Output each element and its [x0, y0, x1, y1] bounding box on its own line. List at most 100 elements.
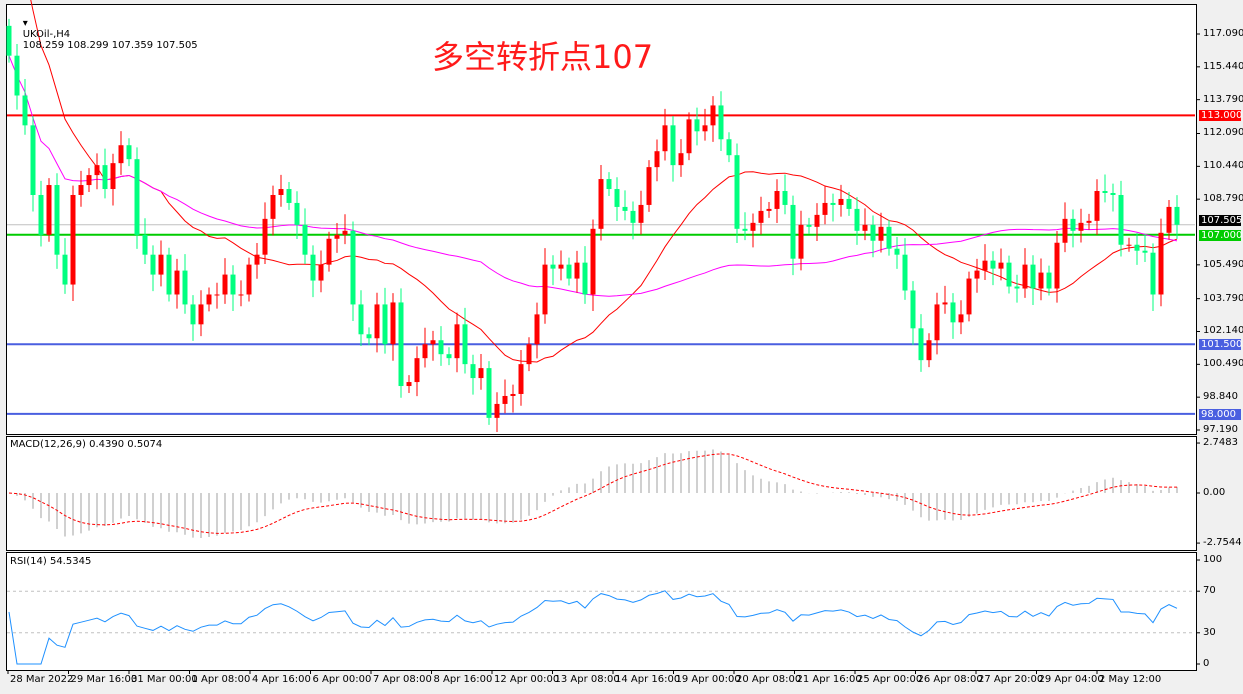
macd-panel[interactable]	[6, 436, 1197, 551]
candle-bull	[998, 262, 1004, 269]
candle-bear	[614, 189, 620, 207]
ohlc-readout: 108.259 108.299 107.359 107.505	[22, 40, 198, 51]
candle-bear	[438, 340, 444, 355]
candle-bull	[526, 344, 532, 365]
candle-bull	[1062, 218, 1068, 243]
candle-bear	[398, 302, 404, 387]
price-tick-label: 103.790	[1203, 292, 1243, 304]
candle-bear	[694, 119, 700, 132]
candle-bear	[182, 270, 188, 305]
candle-bear	[622, 206, 628, 211]
candle-bear	[310, 254, 316, 281]
candle-bear	[1110, 192, 1116, 195]
time-tick-label: 26 Apr 08:00	[917, 674, 983, 685]
candle-bull	[318, 264, 324, 281]
candle-bear	[854, 208, 860, 231]
candle-bear	[62, 254, 68, 285]
candle-bull	[254, 254, 260, 265]
candle-bull	[710, 105, 716, 126]
candle-bear	[782, 191, 788, 205]
candle-bear	[950, 302, 956, 323]
time-tick-label: 19 Apr 00:00	[675, 674, 741, 685]
candle-bull	[518, 364, 524, 394]
candle-bear	[1118, 194, 1124, 245]
candle-bull	[86, 175, 92, 186]
candle-bull	[326, 238, 332, 265]
candle-bull	[774, 191, 780, 209]
candle-bull	[422, 344, 428, 359]
candle-bull	[262, 218, 268, 255]
candle-bear	[846, 198, 852, 209]
candle-bull	[174, 270, 180, 295]
time-tick-label: 21 Apr 16:00	[796, 674, 862, 685]
candle-bull	[46, 185, 52, 235]
time-tick-label: 12 Apr 00:00	[494, 674, 560, 685]
candle-bull	[822, 202, 828, 215]
candle-bear	[902, 254, 908, 291]
rsi-tick-label: 100	[1203, 554, 1223, 565]
time-tick-label: 14 Apr 16:00	[615, 674, 681, 685]
time-tick-label: 28 Mar 2022	[10, 674, 74, 685]
candle-bear	[486, 368, 492, 418]
candle-bear	[790, 204, 796, 259]
candle-bull	[558, 264, 564, 269]
candle-bear	[38, 194, 44, 235]
price-tick-label: 97.190	[1203, 424, 1238, 435]
time-tick-label: 20 Apr 08:00	[736, 674, 802, 685]
candle-bear	[1006, 262, 1012, 287]
candle-bull	[414, 358, 420, 383]
candle-bull	[662, 125, 668, 152]
annotation-text: 多空转折点107	[432, 38, 654, 76]
price-tick-label: 115.440	[1203, 60, 1243, 72]
candle-bull	[430, 340, 436, 345]
rsi-header: RSI(14) 54.5345	[10, 556, 92, 567]
time-tick-label: 2 May 12:00	[1099, 674, 1162, 685]
candle-bull	[982, 260, 988, 271]
candle-bear	[918, 328, 924, 361]
candle-bear	[14, 55, 20, 96]
candle-bull	[246, 264, 252, 295]
candle-bull	[1166, 206, 1172, 233]
candle-bear	[166, 254, 172, 295]
candle-bear	[910, 290, 916, 329]
time-tick-label: 7 Apr 08:00	[373, 674, 432, 685]
candle-bull	[478, 368, 484, 379]
candle-bull	[638, 204, 644, 223]
macd-tick-label: 0.00	[1203, 487, 1226, 498]
dropdown-triangle-icon[interactable]: ▾	[22, 18, 28, 29]
price-tick-label: 100.490	[1203, 358, 1243, 370]
candle-bear	[302, 224, 308, 255]
candle-bear	[190, 304, 196, 325]
candle-bull	[934, 304, 940, 341]
level-tag: 98.000	[1199, 408, 1241, 420]
candle-bear	[22, 95, 28, 126]
candle-bull	[110, 163, 116, 190]
candle-bull	[510, 393, 516, 396]
candle-bull	[406, 382, 412, 387]
candle-bear	[350, 230, 356, 305]
candle-bull	[334, 234, 340, 239]
candle-bear	[606, 179, 612, 190]
time-tick-label: 29 Apr 04:00	[1038, 674, 1104, 685]
candle-bull	[118, 145, 124, 164]
time-tick-label: 6 Apr 00:00	[312, 674, 372, 685]
candle-bull	[206, 294, 212, 305]
candle-bear	[806, 224, 812, 227]
candle-bull	[574, 262, 580, 279]
time-tick-label: 29 Mar 16:00	[70, 674, 138, 685]
time-tick-label: 25 Apr 00:00	[857, 674, 923, 685]
candle-bull	[454, 324, 460, 359]
time-tick-label: 13 Apr 08:00	[554, 674, 620, 685]
candle-bear	[1046, 272, 1052, 289]
candle-bear	[1174, 206, 1180, 225]
candle-bear	[462, 324, 468, 365]
rsi-tick-label: 70	[1203, 585, 1216, 597]
symbol-header[interactable]: ▾ UKOil-,H4 108.259 108.299 107.359 107.…	[10, 7, 198, 62]
candle-bull	[1022, 264, 1028, 289]
candle-bull	[814, 214, 820, 227]
candle-bear	[1142, 250, 1148, 253]
candle-bull	[342, 230, 348, 235]
candle-bear	[990, 260, 996, 269]
candle-bear	[142, 234, 148, 255]
